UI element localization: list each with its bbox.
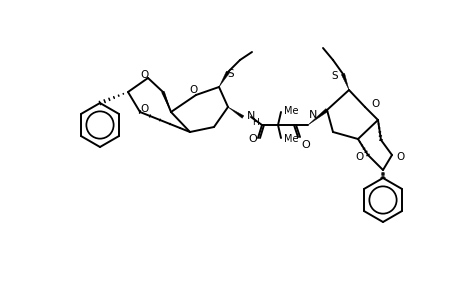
Text: O: O <box>140 104 149 114</box>
Polygon shape <box>228 107 243 118</box>
Text: Me: Me <box>283 106 297 116</box>
Text: O: O <box>370 99 378 109</box>
Text: S: S <box>227 69 234 79</box>
Text: O: O <box>395 152 403 162</box>
Polygon shape <box>341 74 348 90</box>
Text: O: O <box>248 134 257 144</box>
Polygon shape <box>308 109 327 125</box>
Text: S: S <box>330 71 337 81</box>
Text: N: N <box>246 111 255 121</box>
Text: O: O <box>300 140 309 150</box>
Text: O: O <box>355 152 363 162</box>
Text: O: O <box>190 85 198 95</box>
Polygon shape <box>161 92 171 112</box>
Text: Me: Me <box>283 134 297 144</box>
Polygon shape <box>218 71 229 87</box>
Text: N: N <box>308 110 317 120</box>
Text: H: H <box>252 118 258 127</box>
Text: O: O <box>140 70 149 80</box>
